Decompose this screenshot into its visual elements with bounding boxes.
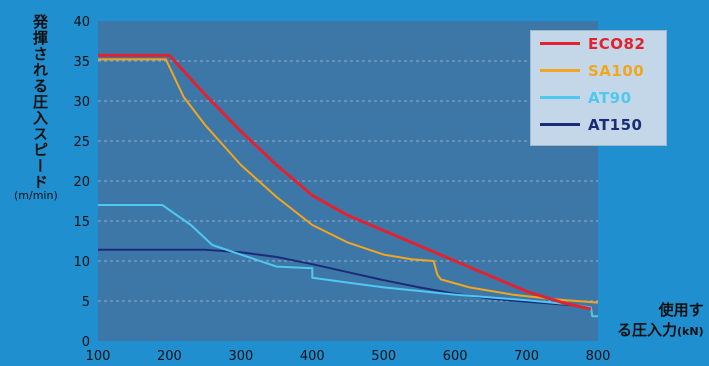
x-axis-unit: (kN) xyxy=(677,325,704,338)
x-tick-label: 300 xyxy=(228,349,253,364)
x-axis-label-block: 使用す る圧入力(kN) xyxy=(617,300,704,342)
legend-item: ECO82 xyxy=(530,30,667,57)
series-lines xyxy=(98,53,599,318)
legend-swatch xyxy=(540,123,580,126)
x-tick-label: 100 xyxy=(86,349,111,364)
series-line-at150 xyxy=(98,248,592,309)
legend-item: AT150 xyxy=(530,111,667,138)
y-tick-label: 20 xyxy=(73,175,90,190)
x-tick-label: 500 xyxy=(371,349,396,364)
x-axis-label-line1: 使用す xyxy=(658,301,704,319)
y-axis-unit: (m/min) xyxy=(14,189,58,202)
legend-label: ECO82 xyxy=(588,34,646,53)
series-line-sa100 xyxy=(98,58,599,304)
legend-label: AT150 xyxy=(588,115,643,134)
y-tick-label: 15 xyxy=(73,215,90,230)
y-tick-label: 30 xyxy=(73,95,90,110)
legend-label: AT90 xyxy=(588,88,632,107)
x-tick-label: 600 xyxy=(443,349,468,364)
x-tick-labels: 100 200 300 400 500 600 700 800 xyxy=(86,349,611,364)
y-tick-label: 5 xyxy=(82,295,90,310)
legend-label: SA100 xyxy=(588,61,645,80)
x-tick-label: 800 xyxy=(586,349,611,364)
legend-swatch xyxy=(540,42,580,45)
y-tick-label: 0 xyxy=(82,335,90,350)
x-axis-label-line2: る圧入力(kN) xyxy=(617,321,704,339)
legend-item: AT90 xyxy=(530,84,667,111)
x-tick-label: 700 xyxy=(514,349,539,364)
x-tick-label: 200 xyxy=(157,349,182,364)
y-axis-label: 発揮される圧入スピード xyxy=(31,14,49,190)
y-tick-label: 25 xyxy=(73,135,90,150)
x-tick-label: 400 xyxy=(300,349,325,364)
legend-swatch xyxy=(540,69,580,72)
series-line-eco82 xyxy=(98,53,592,311)
legend-swatch xyxy=(540,96,580,99)
y-tick-labels: 0 5 10 15 20 25 30 35 40 xyxy=(73,15,90,350)
y-tick-label: 40 xyxy=(73,15,90,30)
legend: ECO82 SA100 AT90 AT150 xyxy=(530,30,667,146)
legend-item: SA100 xyxy=(530,57,667,84)
y-tick-label: 10 xyxy=(73,255,90,270)
top-caption-fragment xyxy=(180,0,510,8)
y-tick-label: 35 xyxy=(73,55,90,70)
